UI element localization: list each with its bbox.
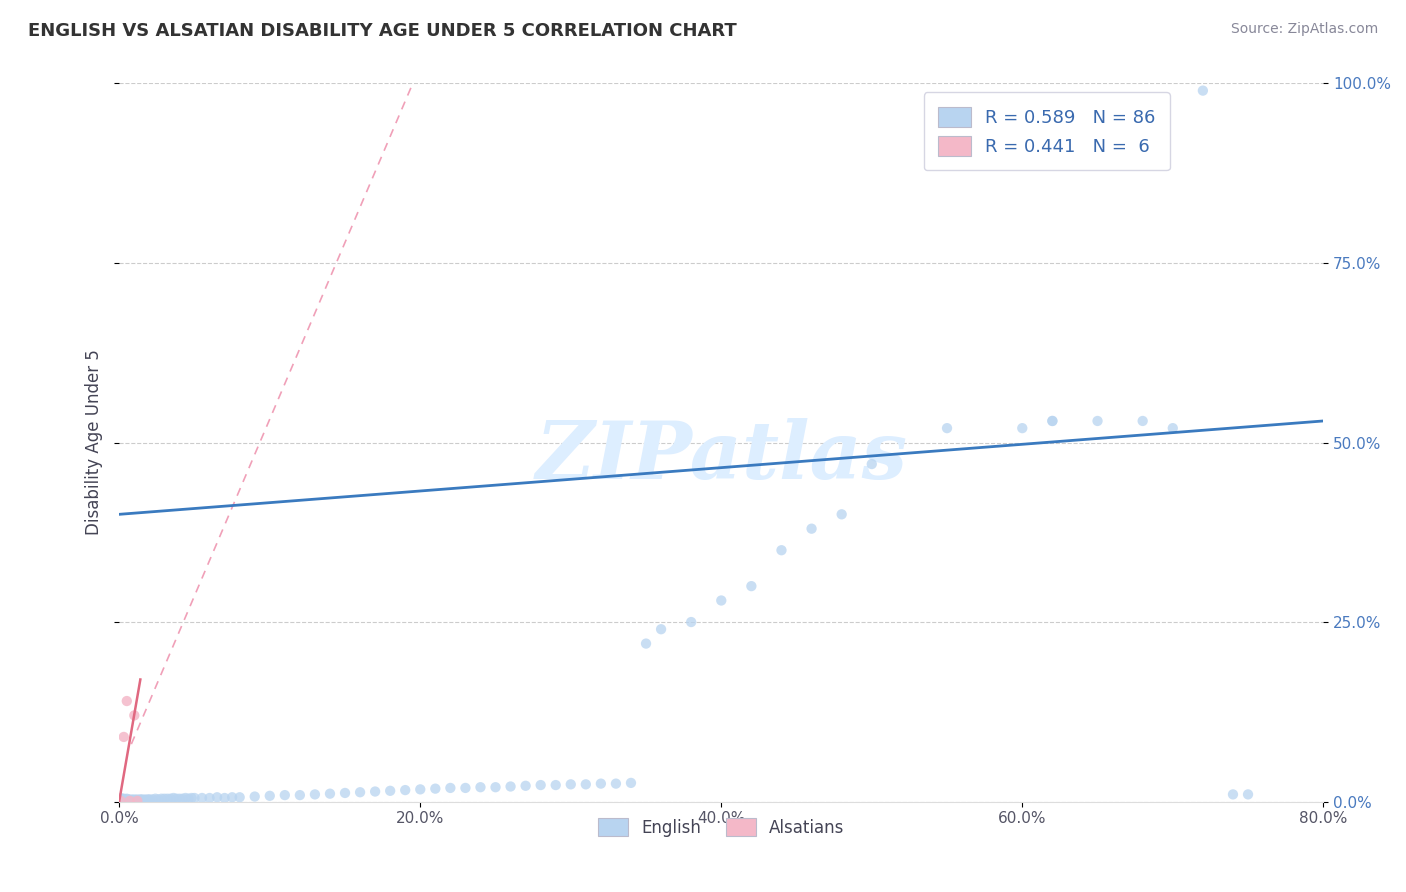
- Point: [364, 784, 387, 798]
- Point: [180, 791, 202, 805]
- Point: [148, 792, 170, 806]
- Point: [150, 791, 173, 805]
- Point: [1222, 788, 1244, 802]
- Point: [394, 783, 416, 797]
- Point: [936, 421, 959, 435]
- Point: [439, 780, 461, 795]
- Point: [800, 522, 823, 536]
- Point: [1237, 788, 1260, 802]
- Point: [121, 793, 143, 807]
- Point: [166, 791, 188, 805]
- Point: [530, 778, 553, 792]
- Point: [860, 457, 883, 471]
- Point: [333, 786, 356, 800]
- Point: [156, 791, 179, 805]
- Point: [177, 791, 200, 805]
- Point: [120, 792, 142, 806]
- Point: [228, 790, 250, 805]
- Point: [191, 791, 214, 805]
- Point: [172, 791, 194, 805]
- Point: [319, 787, 342, 801]
- Point: [470, 780, 492, 795]
- Point: [274, 788, 297, 802]
- Point: [127, 792, 149, 806]
- Point: [681, 615, 703, 629]
- Text: ENGLISH VS ALSATIAN DISABILITY AGE UNDER 5 CORRELATION CHART: ENGLISH VS ALSATIAN DISABILITY AGE UNDER…: [28, 22, 737, 40]
- Point: [117, 792, 139, 806]
- Point: [710, 593, 733, 607]
- Point: [136, 792, 159, 806]
- Point: [183, 791, 205, 805]
- Point: [118, 793, 141, 807]
- Point: [128, 793, 150, 807]
- Point: [205, 790, 228, 805]
- Point: [634, 637, 657, 651]
- Point: [515, 779, 537, 793]
- Point: [499, 780, 522, 794]
- Point: [162, 791, 184, 805]
- Point: [145, 791, 167, 805]
- Point: [544, 778, 567, 792]
- Point: [141, 792, 163, 806]
- Point: [174, 791, 197, 805]
- Point: [620, 776, 643, 790]
- Point: [454, 780, 477, 795]
- Point: [560, 777, 582, 791]
- Point: [125, 793, 148, 807]
- Point: [575, 777, 598, 791]
- Point: [114, 792, 136, 806]
- Point: [259, 789, 281, 803]
- Point: [110, 791, 132, 805]
- Point: [135, 793, 157, 807]
- Point: [153, 791, 176, 805]
- Point: [111, 792, 134, 806]
- Legend: English, Alsatians: English, Alsatians: [591, 812, 852, 844]
- Point: [221, 790, 243, 805]
- Point: [112, 791, 135, 805]
- Point: [770, 543, 793, 558]
- Point: [138, 792, 160, 806]
- Point: [1011, 421, 1033, 435]
- Point: [1161, 421, 1184, 435]
- Point: [831, 508, 853, 522]
- Y-axis label: Disability Age Under 5: Disability Age Under 5: [86, 350, 103, 535]
- Point: [1087, 414, 1109, 428]
- Point: [110, 794, 132, 808]
- Point: [740, 579, 762, 593]
- Point: [1192, 84, 1215, 98]
- Point: [288, 788, 311, 802]
- Point: [589, 776, 612, 790]
- Text: ZIPatlas: ZIPatlas: [536, 418, 907, 496]
- Point: [484, 780, 506, 795]
- Point: [650, 622, 672, 636]
- Point: [112, 730, 135, 744]
- Point: [214, 791, 236, 805]
- Point: [243, 789, 266, 804]
- Point: [124, 708, 146, 723]
- Point: [1040, 414, 1063, 428]
- Point: [129, 792, 152, 806]
- Point: [159, 791, 181, 805]
- Point: [127, 794, 149, 808]
- Point: [169, 791, 191, 805]
- Point: [304, 788, 326, 802]
- Point: [380, 784, 402, 798]
- Point: [605, 776, 627, 790]
- Point: [349, 785, 371, 799]
- Text: Source: ZipAtlas.com: Source: ZipAtlas.com: [1230, 22, 1378, 37]
- Point: [1132, 414, 1154, 428]
- Point: [198, 791, 221, 805]
- Point: [115, 791, 138, 805]
- Point: [131, 792, 153, 806]
- Point: [118, 794, 141, 808]
- Point: [115, 694, 138, 708]
- Point: [132, 793, 155, 807]
- Point: [409, 782, 432, 797]
- Point: [425, 781, 447, 796]
- Point: [124, 792, 146, 806]
- Point: [134, 792, 156, 806]
- Point: [1040, 414, 1063, 428]
